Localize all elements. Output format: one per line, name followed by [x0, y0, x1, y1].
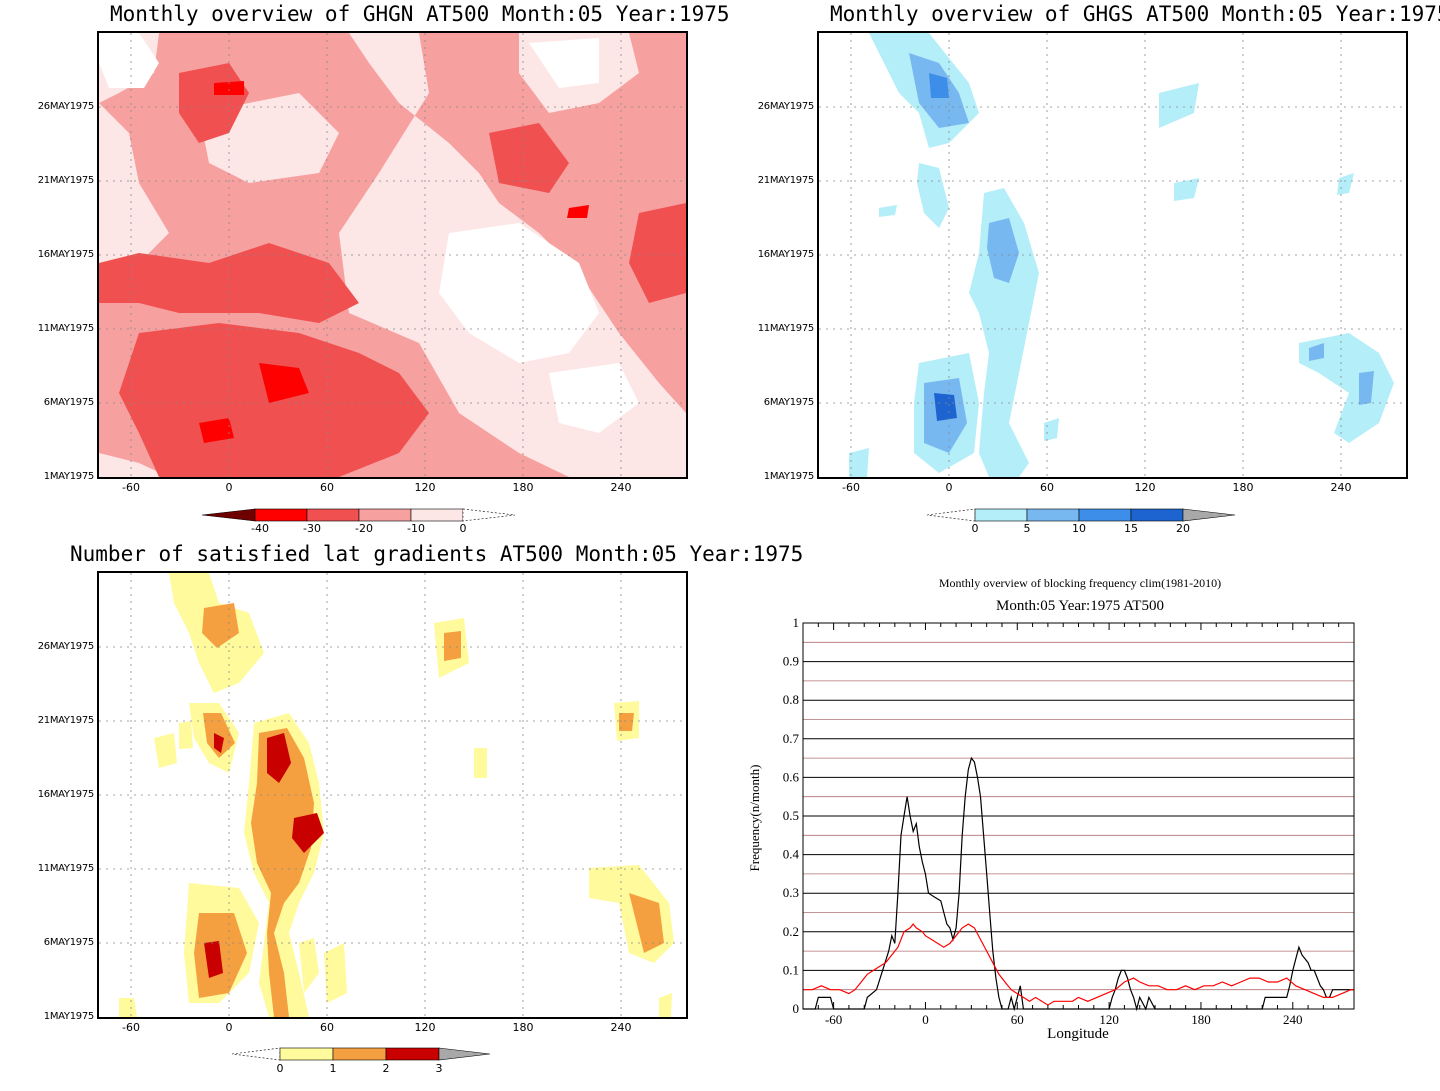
nlat-ytick: 21MAY1975 — [37, 715, 95, 726]
nlat-ytick: 16MAY1975 — [37, 789, 95, 800]
ghgs-cbar-label: 20 — [1176, 522, 1190, 535]
ghgn-xtick: 0 — [225, 481, 233, 494]
nlat-cbar-label: 1 — [329, 1062, 337, 1075]
ghgn-cbar-label: 0 — [459, 522, 467, 535]
ghgn-colorbar — [201, 508, 516, 522]
freq-xtick-label: -60 — [825, 1012, 842, 1027]
freq-title: Monthly overview of blocking frequency c… — [938, 576, 1222, 590]
ghgn-xtick: 60 — [320, 481, 334, 494]
ghgn-ytick: 1MAY1975 — [43, 471, 95, 482]
freq-series-line-0 — [803, 756, 1354, 1012]
ghgn-xtick: 240 — [610, 481, 632, 494]
freq-ytick-label: 0.3 — [783, 885, 799, 900]
freq-ytick-label: 0.1 — [783, 962, 799, 977]
nlat-xtick: 0 — [225, 1021, 233, 1034]
nlat-xtick: 60 — [320, 1021, 334, 1034]
freq-subtitle: Month:05 Year:1975 AT500 — [996, 598, 1164, 614]
nlat-xtick: 120 — [414, 1021, 436, 1034]
ghgn-xtick: -60 — [122, 481, 140, 494]
freq-ytick-label: 0.6 — [783, 769, 800, 784]
nlat-cbar-label: 0 — [276, 1062, 284, 1075]
ghgs-ytick: 11MAY1975 — [757, 323, 815, 334]
freq-xlabel: Longitude — [1047, 1026, 1109, 1042]
ghgs-cbar-label: 15 — [1124, 522, 1138, 535]
ghgn-xtick: 180 — [512, 481, 534, 494]
ghgn-cbar-label: -40 — [251, 522, 269, 535]
ghgn-ytick: 26MAY1975 — [37, 101, 95, 112]
nlat-ytick: 26MAY1975 — [37, 641, 95, 652]
freq-series-line-1 — [803, 923, 1354, 1006]
ghgs-plot-area — [817, 31, 1408, 479]
ghgn-xtick: 120 — [414, 481, 436, 494]
ghgs-ytick: 16MAY1975 — [757, 249, 815, 260]
ghgn-plot-area — [97, 31, 688, 479]
nlat-colorbar — [231, 1047, 491, 1061]
freq-ytick-label: 0.4 — [783, 847, 800, 862]
ghgs-xtick: 240 — [1330, 481, 1352, 494]
ghgs-cbar-label: 5 — [1023, 522, 1031, 535]
ghgn-ytick: 16MAY1975 — [37, 249, 95, 260]
freq-xtick-label: 0 — [922, 1012, 929, 1027]
ghgs-xtick: 0 — [945, 481, 953, 494]
ghgs-colorbar — [926, 508, 1236, 522]
ghgs-ytick: 21MAY1975 — [757, 175, 815, 186]
ghgn-cbar-label: -30 — [303, 522, 321, 535]
nlat-xtick: 180 — [512, 1021, 534, 1034]
nlat-plot-area — [97, 571, 688, 1019]
ghgs-xtick: 120 — [1134, 481, 1156, 494]
freq-xtick-label: 120 — [1099, 1012, 1119, 1027]
freq-ytick-label: 0.2 — [783, 924, 799, 939]
freq-xtick-label: 180 — [1191, 1012, 1211, 1027]
freq-ytick-label: 1 — [793, 615, 800, 630]
freq-xtick-label: 60 — [1011, 1012, 1024, 1027]
ghgs-ytick: 6MAY1975 — [763, 397, 815, 408]
ghgn-title: Monthly overview of GHGN AT500 Month:05 … — [110, 2, 730, 26]
ghgn-ytick: 21MAY1975 — [37, 175, 95, 186]
ghgs-contour-map — [849, 33, 1394, 477]
freq-ytick-label: 0.5 — [783, 808, 799, 823]
ghgs-ytick: 1MAY1975 — [763, 471, 815, 482]
ghgs-xtick: 60 — [1040, 481, 1054, 494]
ghgn-cbar-label: -10 — [407, 522, 425, 535]
ghgn-ytick: 11MAY1975 — [37, 323, 95, 334]
ghgn-ytick: 6MAY1975 — [43, 397, 95, 408]
freq-ytick-label: 0 — [793, 1001, 800, 1016]
ghgs-xtick: -60 — [842, 481, 860, 494]
ghgs-title: Monthly overview of GHGS AT500 Month:05 … — [830, 2, 1440, 26]
nlat-ytick: 6MAY1975 — [43, 937, 95, 948]
nlat-cbar-label: 3 — [435, 1062, 443, 1075]
ghgs-xtick: 180 — [1232, 481, 1254, 494]
nlat-title: Number of satisfied lat gradients AT500 … — [70, 542, 804, 566]
freq-ytick-label: 0.7 — [783, 731, 800, 746]
ghgn-cbar-label: -20 — [355, 522, 373, 535]
nlat-xtick: 240 — [610, 1021, 632, 1034]
ghgs-ytick: 26MAY1975 — [757, 101, 815, 112]
nlat-ytick: 11MAY1975 — [37, 863, 95, 874]
freq-ytick-label: 0.8 — [783, 692, 799, 707]
nlat-contour-map — [119, 573, 674, 1017]
ghgs-cbar-label: 10 — [1072, 522, 1086, 535]
freq-xtick-label: 240 — [1283, 1012, 1303, 1027]
nlat-ytick: 1MAY1975 — [43, 1011, 95, 1022]
freq-ytick-label: 0.9 — [783, 654, 799, 669]
nlat-cbar-label: 2 — [382, 1062, 390, 1075]
ghgs-cbar-label: 0 — [971, 522, 979, 535]
nlat-xtick: -60 — [122, 1021, 140, 1034]
